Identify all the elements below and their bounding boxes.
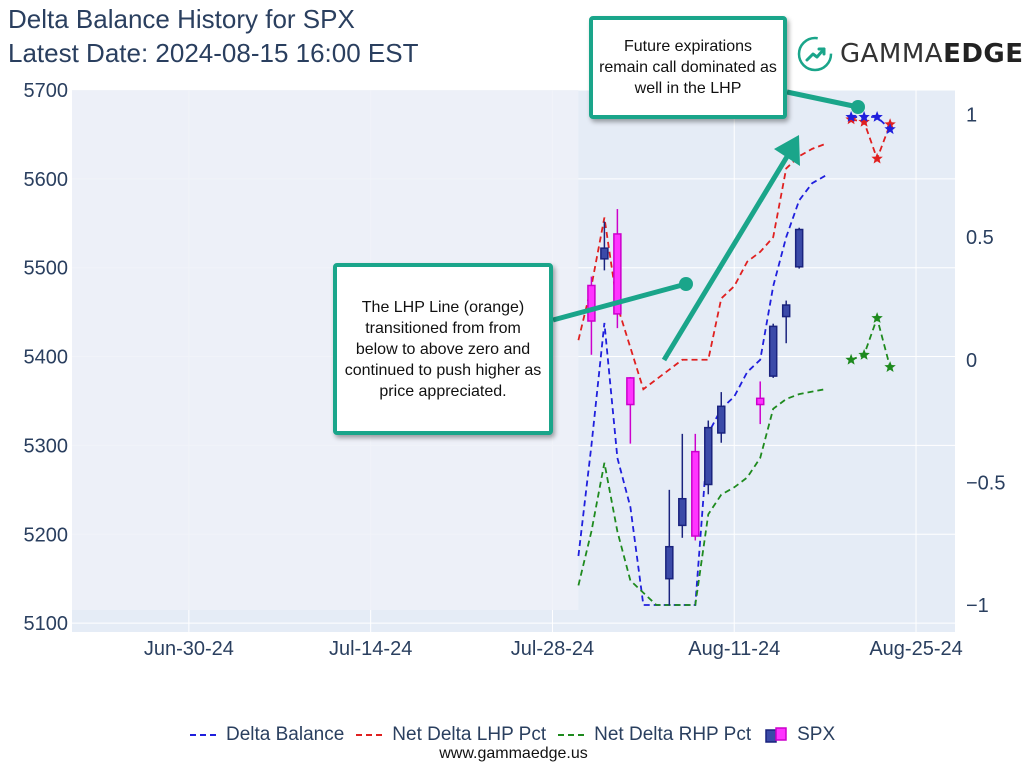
dash-line-green-icon [558,734,589,736]
y-left-tick-label: 5300 [24,435,69,457]
dash-line-red-icon [356,734,387,736]
candle-body [613,233,622,315]
star-marker [884,361,896,372]
candle-body [717,405,726,434]
candlestick-icon [765,727,787,743]
legend-delta-balance[interactable]: Delta Balance [190,724,344,746]
y-right-tick-label: 0.5 [966,227,994,249]
star-marker [858,115,870,127]
star-marker [871,312,883,323]
candle-body [794,228,804,268]
candle-body [678,497,687,527]
future-callout-connector [786,89,859,110]
logo-text: GAMMAEDGE [840,39,1024,69]
series-line-future-lhp [850,118,891,162]
y-left-tick-label: 5700 [24,80,69,102]
y-right-tick-label: 0 [966,350,977,372]
x-tick-label: Jul-28-24 [511,638,594,660]
dash-line-blue-icon [190,734,220,736]
y-left-tick-label: 5600 [24,169,69,191]
lhp-arrowhead [774,135,800,166]
candle-body [781,304,791,318]
lhp-arrow-shaft [661,153,791,362]
connector-dot [851,100,865,114]
candle-body [665,545,674,580]
candle-body [704,426,713,486]
candle-body [626,377,635,406]
y-left-tick-label: 5500 [24,258,69,280]
y-right-tick-label: −0.5 [966,472,1005,494]
chart-title: Delta Balance History for SPX [8,4,355,34]
x-tick-label: Aug-25-24 [869,638,962,660]
star-marker [858,111,870,122]
x-tick-label: Jul-14-24 [329,638,412,660]
footer-url: www.gammaedge.us [439,745,588,762]
x-tick-label: Aug-11-24 [688,638,780,660]
star-marker [845,353,857,365]
trend-up-arrow-icon [797,36,833,72]
x-tick-label: Jun-30-24 [144,638,234,660]
connector-dot [679,277,693,291]
lhp-callout-connector [552,281,687,323]
legend-net-delta-lhp[interactable]: Net Delta LHP Pct [356,724,546,746]
series-line-future-rhp [850,315,891,368]
legend: Delta Balance Net Delta LHP Pct Net Delt… [190,724,847,746]
candle-body [600,247,609,260]
y-right-tick-label: 1 [966,105,977,127]
star-marker [845,111,857,122]
lhp-annotation-box: The LHP Line (orange) transitioned from … [333,263,553,435]
candle-body [755,397,765,406]
series-line-future-delta-balance [851,116,891,130]
star-marker [871,152,883,164]
candle-body [768,325,778,377]
star-marker [858,348,870,360]
gammaedge-logo: GAMMAEDGE [796,34,1024,74]
legend-spx[interactable]: SPX [763,724,835,746]
legend-net-delta-rhp[interactable]: Net Delta RHP Pct [558,724,751,746]
future-expirations-annotation-box: Future expirations remain call dominated… [589,16,787,119]
y-left-tick-label: 5200 [24,524,69,546]
y-right-tick-label: −1 [966,595,989,617]
y-left-tick-label: 5100 [24,613,69,635]
star-marker [871,111,883,122]
y-left-tick-label: 5400 [24,347,69,369]
candle-body [691,450,700,537]
series-line-net-delta-rhp-pct [577,388,826,606]
star-marker [884,123,896,135]
candle-body [587,284,596,322]
chart-subtitle-date: Latest Date: 2024-08-15 16:00 EST [8,38,419,68]
